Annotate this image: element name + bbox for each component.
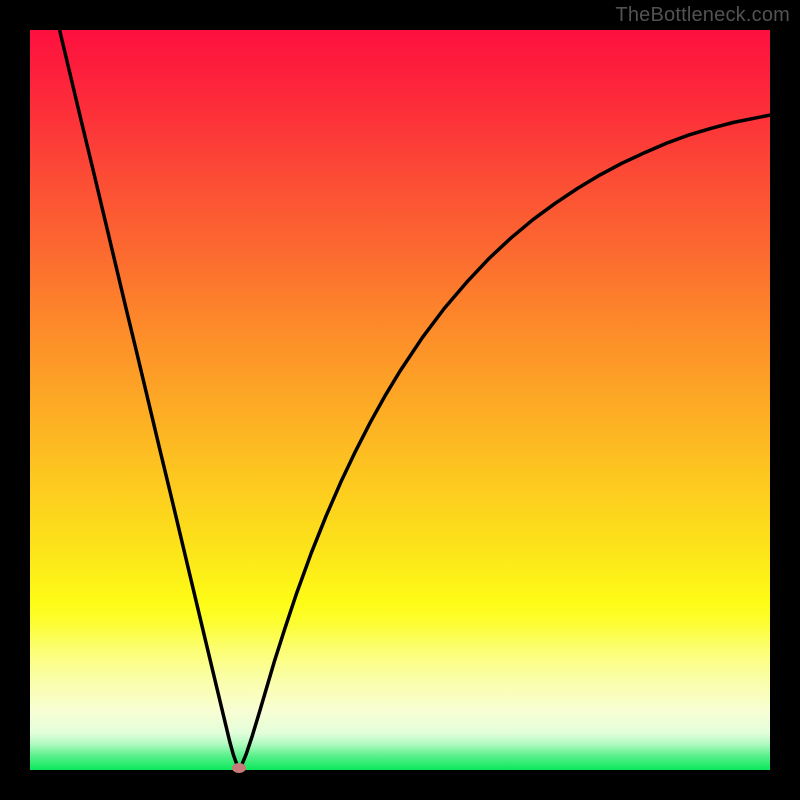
- bottleneck-curve: [60, 30, 770, 768]
- watermark-text: TheBottleneck.com: [615, 4, 790, 27]
- minimum-marker: [232, 763, 246, 773]
- curve-layer: [30, 30, 770, 770]
- chart-container: TheBottleneck.com: [0, 0, 800, 800]
- plot-area: [30, 30, 770, 770]
